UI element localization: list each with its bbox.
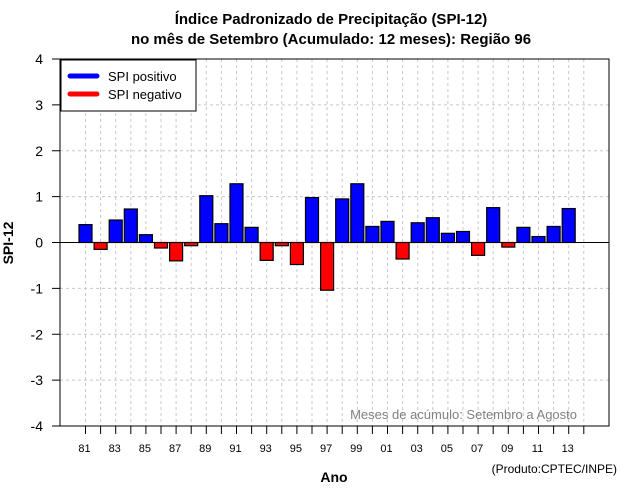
bar-1999 (350, 183, 365, 244)
legend-label-positive: SPI positivo (108, 69, 177, 84)
x-tick-label: 89 (199, 443, 211, 455)
bar-1984 (123, 208, 138, 244)
x-axis: 81 83 85 87 89 91 93 95 97 99 01 03 05 07 09 11 13 (78, 426, 585, 455)
bar-1996 (304, 196, 320, 244)
y-tick-label: 1 (35, 189, 43, 205)
bar-2007 (471, 241, 486, 256)
bar-1982 (93, 241, 108, 250)
y-axis: 4 3 2 1 0 -1 -2 -3 -4 (31, 51, 60, 434)
bar-1998 (335, 198, 350, 244)
bar-2009 (501, 241, 516, 248)
bar-1989 (199, 195, 214, 244)
accumulation-note: Meses de acúmulo: Setembro a Agosto (350, 407, 577, 422)
bar-1983 (108, 219, 123, 244)
y-tick-label: 0 (35, 235, 43, 251)
gridlines (60, 59, 609, 426)
y-tick-label: -2 (31, 326, 44, 342)
bar-2006 (455, 230, 471, 244)
x-tick-label: 01 (380, 443, 392, 455)
x-tick-label: 81 (78, 443, 90, 455)
x-tick-label: 87 (169, 443, 181, 455)
x-tick-label: 11 (532, 443, 543, 455)
bar-2003 (410, 222, 425, 244)
x-axis-label: Ano (320, 469, 347, 485)
x-tick-label: 83 (109, 443, 121, 455)
bar-2000 (365, 225, 380, 244)
bar-1992 (244, 226, 259, 244)
bar-2011 (531, 235, 546, 244)
bar-2008 (486, 207, 501, 244)
bar-1986 (153, 241, 169, 249)
x-tick-label: 99 (350, 443, 362, 455)
x-tick-label: 91 (229, 443, 241, 455)
product-credit: (Produto:CPTEC/INPE) (492, 462, 617, 476)
y-tick-label: 4 (35, 51, 43, 67)
bar-1993 (259, 241, 274, 261)
x-tick-label: 13 (562, 443, 574, 455)
y-tick-label: -3 (31, 372, 44, 388)
bar-2010 (516, 226, 531, 244)
x-tick-label: 93 (260, 443, 272, 455)
chart-subtitle: no mês de Setembro (Acumulado: 12 meses)… (131, 31, 531, 48)
bar-1995 (289, 241, 304, 266)
x-tick-label: 95 (290, 443, 302, 455)
x-tick-label: 07 (471, 443, 483, 455)
bar-1987 (169, 241, 184, 262)
bar-2004 (425, 217, 440, 244)
bar-1981 (78, 224, 93, 244)
x-tick-label: 09 (501, 443, 513, 455)
legend-label-negative: SPI negativo (108, 87, 182, 102)
bar-2012 (546, 225, 561, 244)
bar-2001 (380, 220, 395, 244)
legend-box (60, 59, 197, 112)
bar-1991 (229, 183, 244, 244)
y-axis-label: SPI-12 (0, 221, 16, 264)
chart-title: Índice Padronizado de Precipitação (SPI-… (175, 11, 488, 28)
x-tick-label: 03 (411, 443, 423, 455)
y-tick-label: 3 (35, 97, 43, 113)
y-tick-label: -4 (31, 418, 44, 434)
bar-1985 (138, 234, 153, 244)
bar-1997 (320, 241, 335, 291)
x-tick-label: 97 (320, 443, 332, 455)
x-tick-label: 85 (139, 443, 151, 455)
bar-2013 (561, 207, 576, 244)
bar-2002 (395, 241, 410, 260)
legend: SPI positivo SPI negativo (60, 59, 197, 112)
y-tick-label: 2 (35, 143, 43, 159)
bar-2005 (440, 232, 455, 244)
bar-1990 (214, 223, 229, 244)
y-tick-label: -1 (31, 280, 44, 296)
x-tick-label: 05 (441, 443, 453, 455)
